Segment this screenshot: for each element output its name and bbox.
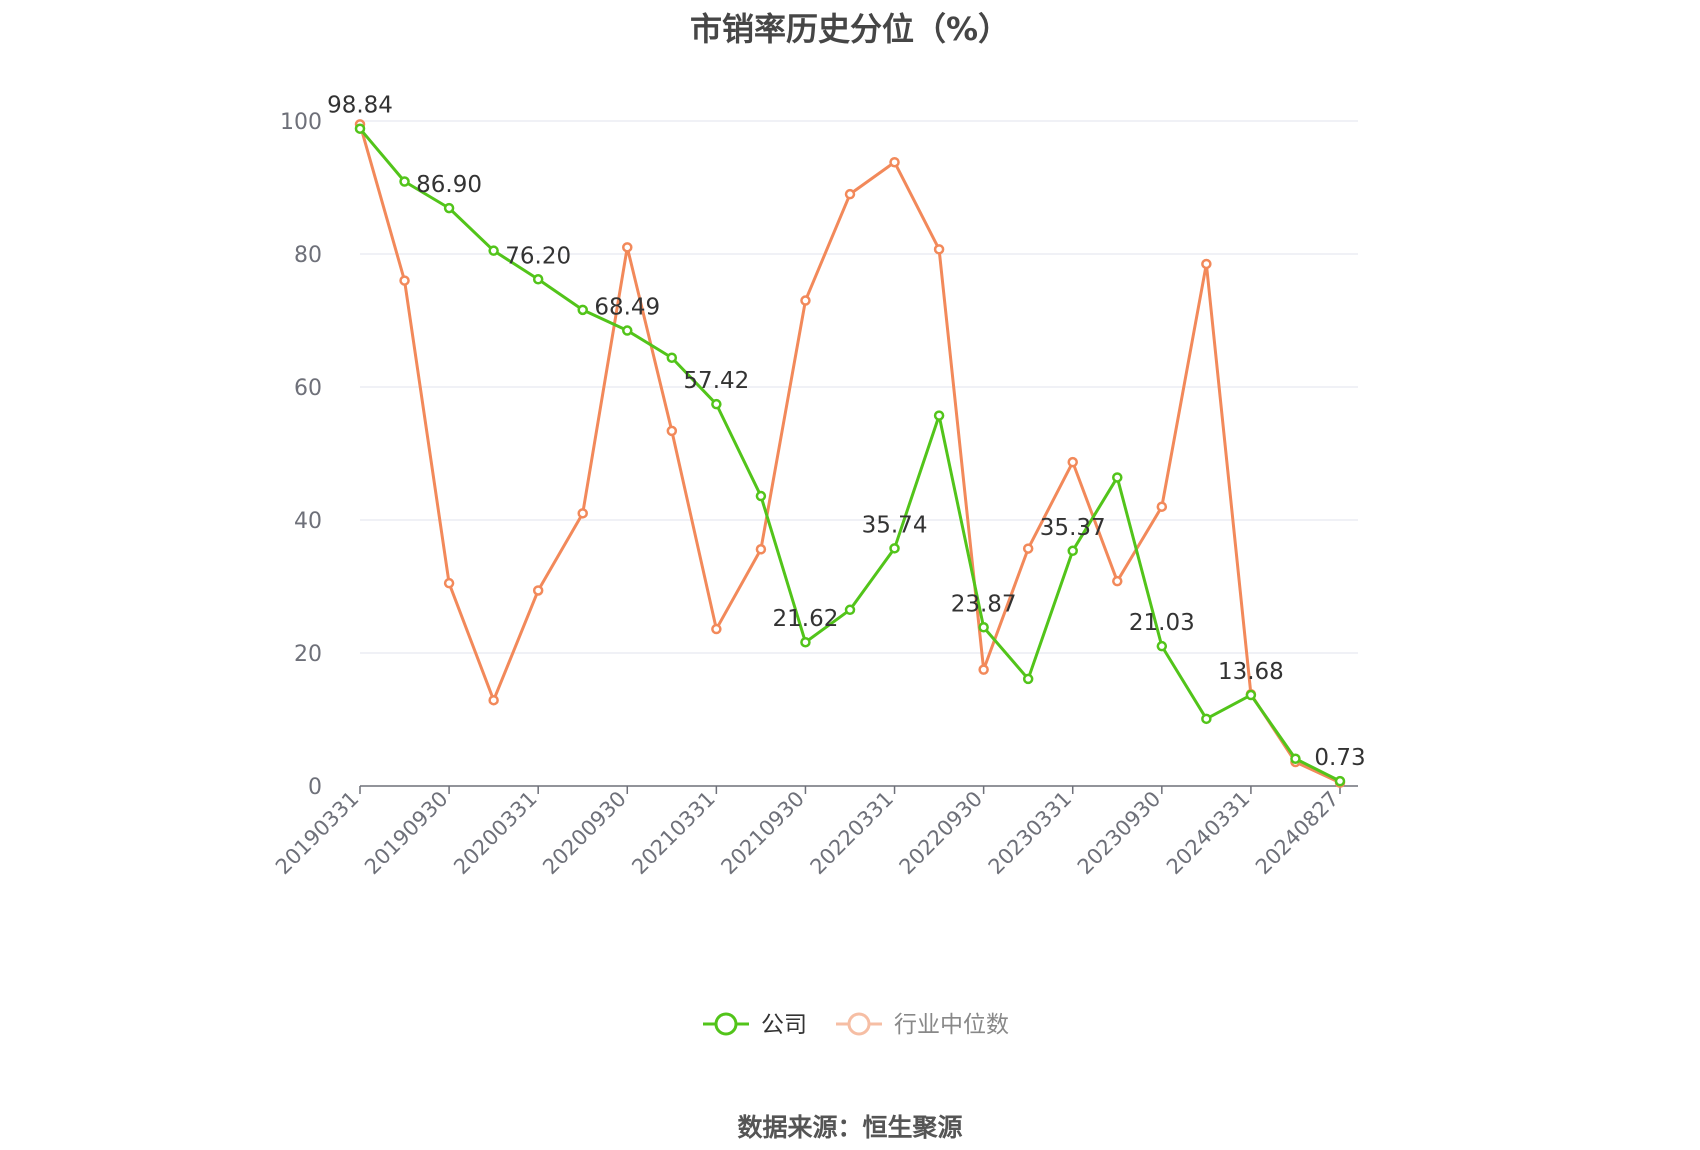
data-point-0 xyxy=(622,325,633,336)
data-label: 0.73 xyxy=(1314,745,1365,771)
data-point-0 xyxy=(443,202,455,214)
data-point-0 xyxy=(1245,689,1257,701)
data-point-0 xyxy=(1112,472,1123,483)
data-point-0 xyxy=(1156,640,1168,652)
data-point-0 xyxy=(800,636,811,648)
data-point-1 xyxy=(443,577,455,589)
data-point-1 xyxy=(532,585,544,596)
data-point-0 xyxy=(978,622,989,633)
data-point-1 xyxy=(399,275,410,286)
x-tick-label: 20240827 xyxy=(1251,787,1344,880)
x-tick-label: 20200930 xyxy=(538,787,631,880)
data-point-1 xyxy=(488,694,499,706)
y-tick-label: 0 xyxy=(308,775,322,800)
data-label: 57.42 xyxy=(683,368,749,394)
series-line-0 xyxy=(358,127,1341,783)
data-point-1 xyxy=(666,425,678,437)
data-point-1 xyxy=(622,242,633,253)
legend-marker xyxy=(714,1012,738,1036)
data-label: 68.49 xyxy=(594,295,660,321)
data-point-1 xyxy=(1112,575,1123,587)
label-layer: 98.84 86.90 76.20 68.49 57.42 21.62 35.74 23.87… xyxy=(327,93,1366,771)
x-tick-label: 20240331 xyxy=(1162,787,1255,880)
data-point-0 xyxy=(1201,713,1212,725)
x-tick-label: 20190930 xyxy=(360,787,453,880)
x-tick-label: 20190331 xyxy=(271,787,364,880)
data-point-0 xyxy=(577,304,588,316)
y-tick-label: 40 xyxy=(294,509,322,534)
data-label: 76.20 xyxy=(505,243,571,269)
data-point-0 xyxy=(666,352,678,363)
x-tick-label: 20210930 xyxy=(716,787,809,880)
x-tick-label: 20210331 xyxy=(627,787,720,880)
data-point-0 xyxy=(755,490,767,502)
chart-title: 市销率历史分位（%） xyxy=(689,10,1011,48)
data-point-0 xyxy=(711,398,722,410)
data-point-0 xyxy=(1022,673,1034,685)
data-label: 35.74 xyxy=(862,512,928,538)
data-label: 35.37 xyxy=(1040,515,1106,541)
data-label: 21.62 xyxy=(773,606,839,632)
axis-layer: 0 20 40 60 80 100 2019033120190930202003312020… xyxy=(271,110,1358,879)
legend-marker xyxy=(847,1012,871,1036)
data-point-0 xyxy=(354,123,366,134)
x-tick-label: 20220331 xyxy=(806,787,899,880)
data-point-1 xyxy=(1022,543,1034,554)
data-point-0 xyxy=(399,176,410,187)
y-tick-label: 80 xyxy=(294,243,322,268)
data-point-1 xyxy=(577,508,588,519)
y-tick-label: 60 xyxy=(294,376,322,401)
data-source-note: 数据来源：恒生聚源 xyxy=(737,1113,963,1142)
data-label: 13.68 xyxy=(1218,659,1284,685)
data-point-1 xyxy=(1067,456,1078,468)
legend-item-company[interactable]: 公司 xyxy=(703,1012,807,1038)
data-point-1 xyxy=(978,664,989,675)
data-label: 86.90 xyxy=(416,172,482,198)
data-point-1 xyxy=(711,623,722,635)
series-layer xyxy=(354,119,1346,788)
y-tick-label: 100 xyxy=(280,110,322,135)
data-label: 23.87 xyxy=(951,591,1017,617)
legend-label: 公司 xyxy=(761,1012,807,1038)
data-point-0 xyxy=(933,410,945,421)
data-point-1 xyxy=(800,295,811,306)
x-tick-label: 20230930 xyxy=(1073,787,1166,880)
data-point-0 xyxy=(532,274,544,285)
data-point-0 xyxy=(1290,753,1301,764)
data-point-1 xyxy=(1201,258,1212,270)
x-tick-label: 20220930 xyxy=(895,787,988,880)
data-label: 21.03 xyxy=(1129,610,1195,636)
data-point-0 xyxy=(889,543,900,554)
legend[interactable]: 公司 行业中位数 xyxy=(703,1012,1009,1038)
legend-label: 行业中位数 xyxy=(894,1012,1009,1038)
y-tick-label: 20 xyxy=(294,642,322,667)
grid-layer xyxy=(360,120,1358,654)
data-point-0 xyxy=(1067,545,1078,557)
data-point-1 xyxy=(933,244,945,255)
data-point-0 xyxy=(844,604,856,616)
data-point-1 xyxy=(844,188,856,200)
series-line-1 xyxy=(358,123,1341,785)
x-tick-label: 20230331 xyxy=(984,787,1077,880)
data-point-0 xyxy=(488,245,499,256)
data-point-1 xyxy=(889,156,900,168)
data-point-0 xyxy=(1334,775,1346,787)
legend-item-industry-median[interactable]: 行业中位数 xyxy=(836,1012,1009,1038)
x-tick-label: 20200331 xyxy=(449,787,542,880)
data-point-1 xyxy=(755,544,767,555)
data-point-1 xyxy=(1156,501,1168,512)
data-label: 98.84 xyxy=(327,93,393,119)
